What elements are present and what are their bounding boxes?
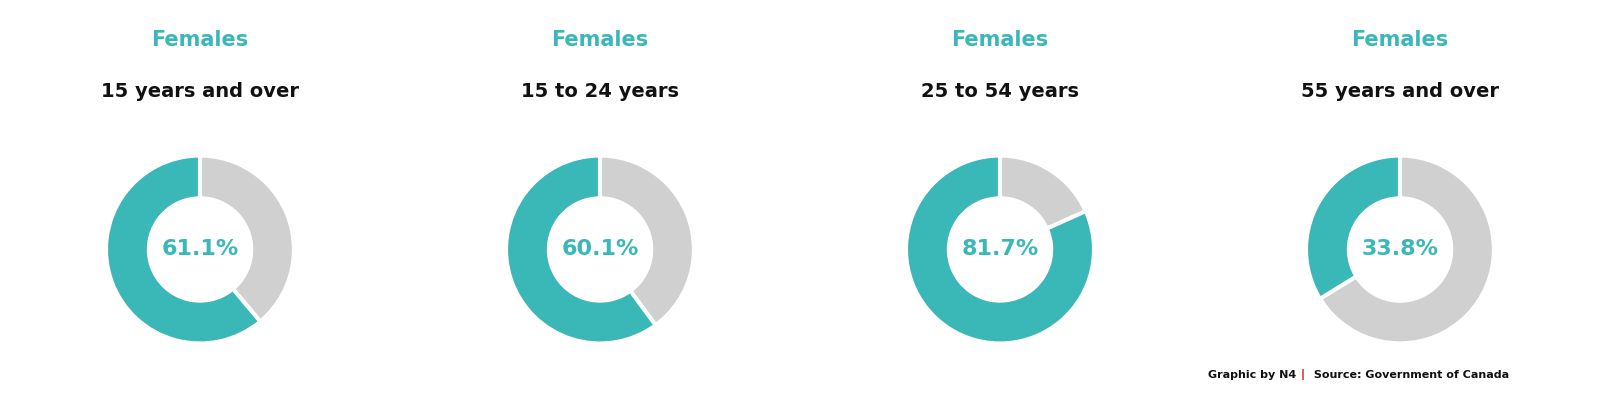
Text: 15 years and over: 15 years and over	[101, 82, 299, 101]
Wedge shape	[109, 158, 291, 341]
Wedge shape	[909, 158, 1091, 341]
Text: 25 to 54 years: 25 to 54 years	[922, 82, 1078, 101]
Text: 61.1%: 61.1%	[162, 240, 238, 259]
Text: Females: Females	[1352, 30, 1448, 50]
Wedge shape	[1309, 158, 1400, 298]
Text: 15 to 24 years: 15 to 24 years	[522, 82, 678, 101]
Wedge shape	[109, 158, 259, 341]
Wedge shape	[909, 158, 1091, 341]
Text: Graphic by N4: Graphic by N4	[1208, 370, 1301, 380]
Text: |: |	[1301, 369, 1306, 380]
Text: 55 years and over: 55 years and over	[1301, 82, 1499, 101]
Text: 33.8%: 33.8%	[1362, 240, 1438, 259]
Text: 60.1%: 60.1%	[562, 240, 638, 259]
Text: Females: Females	[152, 30, 248, 50]
Text: Females: Females	[952, 30, 1048, 50]
Wedge shape	[509, 158, 691, 341]
Text: 81.7%: 81.7%	[962, 240, 1038, 259]
Text: Source: Government of Canada: Source: Government of Canada	[1310, 370, 1509, 380]
Text: Females: Females	[552, 30, 648, 50]
Wedge shape	[1309, 158, 1491, 341]
Wedge shape	[509, 158, 654, 341]
